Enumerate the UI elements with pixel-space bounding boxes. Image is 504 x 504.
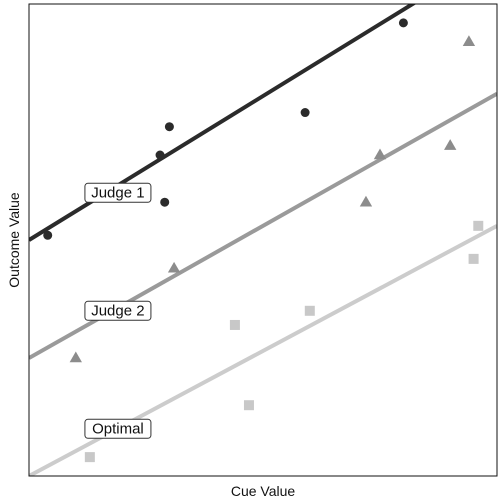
optimal-line-label: Optimal: [84, 418, 152, 439]
judge-2-line-label-text: Judge 2: [91, 302, 144, 319]
judge-1-line-label: Judge 1: [84, 182, 152, 203]
optimal-line-label-box: [84, 418, 152, 439]
data-points: [43, 18, 484, 463]
judge-2-point: [462, 35, 476, 46]
judge-1-line-label-box: [84, 182, 152, 203]
judge-1-point: [155, 150, 165, 160]
judge-2-point: [373, 148, 387, 160]
optimal-point: [243, 400, 254, 411]
fit-lines: [29, 4, 497, 476]
judge-1-point: [398, 18, 408, 28]
optimal-line-label-text: Optimal: [92, 420, 144, 437]
judge-1-point: [300, 108, 310, 118]
judge-1-point: [164, 122, 174, 132]
judge-2-point: [359, 195, 373, 207]
judge-2-point: [444, 139, 457, 150]
optimal-point: [304, 305, 315, 316]
line-labels: Judge 1 Judge 2 Optimal: [84, 182, 152, 439]
optimal-point: [84, 452, 95, 463]
judge-1-point: [43, 230, 53, 240]
judge-2-point: [167, 261, 181, 273]
optimal-point: [473, 220, 484, 231]
optimal-point: [468, 253, 479, 264]
y-axis-title: Outcome Value: [6, 192, 22, 288]
judge-2-line-label: Judge 2: [84, 300, 152, 321]
x-axis-title: Cue Value: [231, 483, 296, 499]
judge-1-fit-line: [29, 4, 417, 242]
judge-1-line-label-text: Judge 1: [91, 184, 144, 201]
optimal-point: [229, 319, 240, 330]
judge-1-point: [160, 197, 170, 207]
plot-frame: [28, 3, 498, 477]
judge-2-line-label-box: [84, 300, 152, 321]
judge-2-point: [69, 351, 82, 363]
